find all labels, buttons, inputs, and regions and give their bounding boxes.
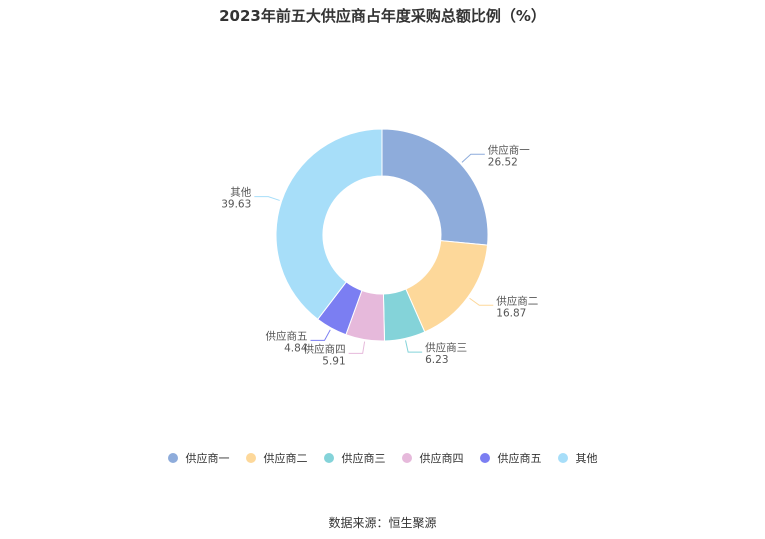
slice-value-2: 16.87 [496,307,526,319]
legend-item-1[interactable]: 供应商一 [167,450,230,466]
legend-label: 供应商二 [263,452,308,465]
slice-1[interactable] [381,128,489,246]
slice-label-3: 供应商三 [425,341,467,354]
legend-marker [479,453,490,463]
legend-item-2[interactable]: 供应商二 [245,450,308,466]
legend-label: 其他 [575,452,598,465]
chart-title: 2023年前五大供应商占年度采购总额比例（%） [219,7,546,25]
leader-line-4 [348,341,366,354]
slice-value-6: 39.63 [221,199,251,211]
legend-item-5[interactable]: 供应商五 [479,450,542,466]
slice-6[interactable] [275,128,383,320]
legend-label: 供应商三 [341,452,386,465]
leader-line-5 [310,329,331,341]
legend-item-6[interactable]: 其他 [557,450,598,466]
legend-marker [167,453,178,463]
slice-label-6: 其他 [230,186,251,199]
legend: 供应商一 供应商二 供应商三 供应商四 供应商五 其他 [0,450,765,466]
data-source: 数据来源：恒生聚源 [328,516,437,530]
legend-marker [401,453,412,463]
slice-value-5: 4.84 [284,342,308,354]
legend-marker [557,453,568,463]
slice-value-3: 6.23 [425,354,448,366]
leader-line-1 [461,153,485,163]
slice-value-1: 26.52 [488,156,518,168]
leader-line-3 [405,340,423,353]
slice-label-5: 供应商五 [266,329,308,342]
legend-label: 供应商四 [419,452,464,465]
legend-marker [323,453,334,463]
legend-item-4[interactable]: 供应商四 [401,450,464,466]
slice-label-1: 供应商一 [488,143,530,156]
slice-label-2: 供应商二 [496,294,538,307]
slice-label-4: 供应商四 [304,342,346,355]
leader-line-2 [469,297,494,306]
legend-marker [245,453,256,463]
leader-line-6 [254,196,280,201]
legend-label: 供应商一 [185,452,230,465]
legend-item-3[interactable]: 供应商三 [323,450,386,466]
legend-label: 供应商五 [497,452,542,465]
slice-value-4: 5.91 [322,355,345,367]
